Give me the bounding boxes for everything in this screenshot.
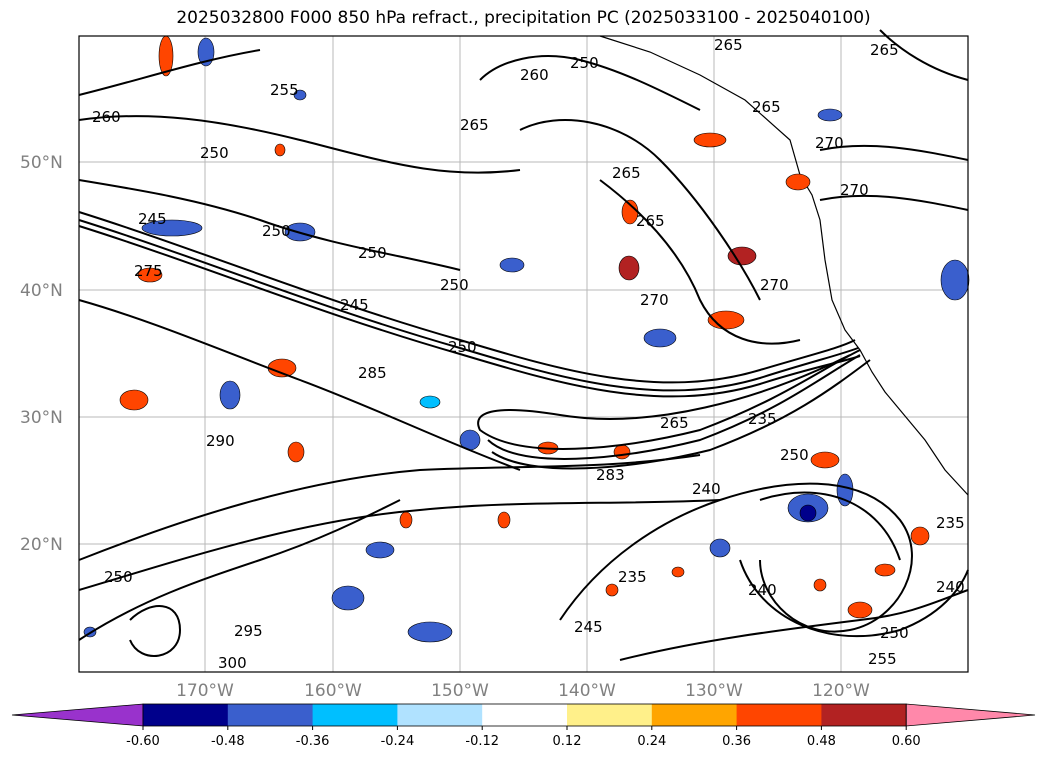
colorbar-segment [651,704,738,726]
colorbar-tick-label: 0.48 [807,734,836,749]
colorbar-tick-label: -0.48 [211,734,245,749]
colorbar-segment [736,704,822,726]
colorbar-tick-label: 0.36 [722,734,751,749]
contour-label: 285 [358,364,387,382]
colorbar: -0.60 -0.48 -0.36 -0.24 -0.12 0.12 0.24 0.36 0.4… [11,703,1036,749]
contour-label: 300 [218,654,247,672]
lat-label: 40°N [20,281,63,301]
contour-label: 283 [596,466,625,484]
colorbar-segment [567,704,653,726]
contour-label: 265 [612,164,641,182]
contour-label: 240 [692,480,721,498]
contour-label: 290 [206,432,235,450]
contour-label: 275 [134,262,163,280]
colorbar-segment [227,704,314,726]
lon-label: 120°W [812,681,870,701]
contour-label: 250 [262,222,291,240]
contour-label: 265 [460,116,489,134]
contour-label: 255 [868,650,897,668]
contour-label: 250 [780,446,809,464]
contour-label: 270 [840,181,869,199]
colorbar-extend-high [905,703,1036,727]
precip-shading [83,35,970,643]
contour-label: 270 [760,276,789,294]
latitude-labels: 50°N 40°N 30°N 20°N [20,153,63,555]
colorbar-tick-label: -0.12 [465,734,499,749]
colorbar-tick-label: 0.24 [637,734,666,749]
contour-label: 235 [618,568,647,586]
refractivity-contours [78,29,969,661]
contour-label: 260 [92,108,121,126]
contour-label: 250 [880,624,909,642]
contour-label: 240 [748,581,777,599]
contour-label: 250 [358,244,387,262]
contour-label: 265 [714,36,743,54]
colorbar-segment [482,704,568,726]
contour-label: 295 [234,622,263,640]
colorbar-extend-low [11,703,144,727]
contour-label: 255 [270,81,299,99]
contour-label: 250 [104,568,133,586]
map-title: 2025032800 F000 850 hPa refract., precip… [176,8,871,28]
lon-label: 150°W [431,681,489,701]
contour-label: 250 [200,144,229,162]
contour-label: 250 [448,338,477,356]
contour-label: 245 [574,618,603,636]
contour-label: 260 [520,66,549,84]
colorbar-tick-label: 0.60 [892,734,921,749]
contour-label: 265 [870,41,899,59]
contour-label: 235 [936,514,965,532]
colorbar-segment [821,704,907,726]
colorbar-tick-label: -0.36 [296,734,330,749]
map-panel: 265 265 255 250 260 250 265 265 270 260 … [78,29,970,673]
colorbar-tick-label: 0.12 [553,734,582,749]
colorbar-segment [143,704,229,726]
lon-label: 130°W [685,681,743,701]
map-border [78,35,969,673]
contour-labels: 265 265 255 250 260 250 265 265 270 260 … [92,36,965,672]
contour-label: 240 [936,578,965,596]
colorbar-segment [312,704,398,726]
contour-label: 265 [636,212,665,230]
longitude-labels: 170°W 160°W 150°W 140°W 130°W 120°W [176,681,870,701]
contour-label: 270 [815,134,844,152]
lon-label: 170°W [176,681,234,701]
contour-label: 250 [570,54,599,72]
colorbar-segment [397,704,483,726]
contour-label: 265 [660,414,689,432]
contour-label: 235 [748,410,777,428]
lon-label: 140°W [558,681,616,701]
coastline [599,35,969,496]
colorbar-border [142,703,907,727]
lat-label: 50°N [20,153,63,173]
contour-label: 250 [440,276,469,294]
lon-label: 160°W [304,681,362,701]
lat-label: 20°N [20,535,63,555]
lat-label: 30°N [20,408,63,428]
colorbar-tick-label: -0.60 [126,734,160,749]
contour-label: 245 [340,296,369,314]
contour-label: 270 [640,291,669,309]
colorbar-tick-label: -0.24 [381,734,415,749]
contour-label: 265 [752,98,781,116]
contour-label: 245 [138,210,167,228]
